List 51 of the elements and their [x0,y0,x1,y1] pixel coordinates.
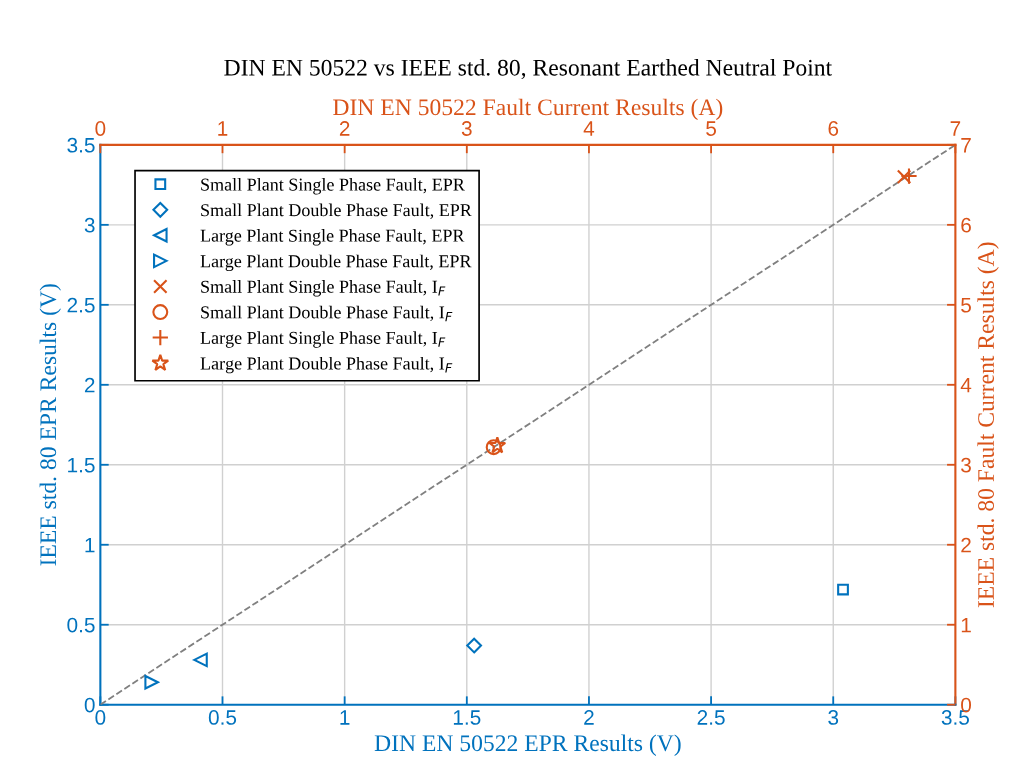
legend-label: Small Plant Single Phase Fault, EPR [201,178,465,195]
x-tick-label: 3 [828,710,839,725]
x2-tick-label: 1 [218,121,228,136]
x2-tick-label: 7 [950,121,961,136]
x2-tick-label: 4 [583,121,595,136]
y-tick-label: 2 [84,377,95,393]
x-tick-label: 0 [95,710,106,725]
y-tick-label: 1 [85,537,95,553]
x2-tick-label: 0 [95,121,106,136]
x2-tick-label: 5 [706,121,717,136]
point [485,439,502,456]
x-tick-label: 2.5 [697,710,725,725]
point [466,637,483,654]
x-tick-label: 0.5 [208,710,237,725]
point [488,436,507,454]
y-tick-label: 3.5 [67,137,95,153]
y-tick-label: 2.5 [67,297,95,313]
x-tick-label: 1.5 [453,710,481,725]
y2-tick-label: 2 [961,537,971,553]
y2-tick-label: 5 [961,298,971,313]
point [837,583,849,596]
legend-label: Small Plant Single Phase Fault, I$_{F}$ [201,280,446,297]
y-tick-label: 1.5 [68,457,95,473]
y2-tick-label: 4 [960,378,972,393]
legend-label: Small Plant Double Phase Fault, I$_{F}$ [201,305,453,322]
x2-tick-label: 6 [828,121,839,136]
y2-tick-label: 1 [961,617,971,633]
x-tick-label: 1 [340,710,350,725]
y2-axis-title: IEEE std. 80 Fault Current Results (A) [977,242,999,608]
x-axis-title: DIN EN 50522 EPR Results (V) [374,734,681,756]
legend-label: Large Plant Double Phase Fault, I$_{F}$ [200,356,453,374]
y2-tick-label: 6 [961,217,971,233]
point [144,675,159,690]
y-axis-title: IEEE std. 80 EPR Results (V) [39,284,61,566]
chart-title: DIN EN 50522 vs IEEE std. 80, Resonant Earthed Neutral Point [224,59,832,80]
point [193,652,208,668]
y-tick-label: 0 [84,697,95,713]
x2-axis-title: DIN EN 50522 Fault Current Results (A) [333,98,723,121]
x2-tick-label: 3 [461,121,472,136]
point [896,169,912,185]
legend-label: Large Plant Double Phase Fault, EPR [200,254,472,272]
x-tick-label: 2 [584,710,594,725]
y2-tick-label: 7 [961,138,971,153]
legend-label: Large Plant Single Phase Fault, I$_{F}$ [200,331,446,348]
y-tick-label: 3 [84,217,95,233]
y-tick-label: 0.5 [67,617,95,633]
point [900,167,918,185]
x2-tick-label: 2 [339,121,350,136]
legend-label: Large Plant Single Phase Fault, EPR [200,229,465,246]
y2-tick-label: 3 [961,457,971,473]
legend-label: Small Plant Double Phase Fault, EPR [201,203,472,219]
